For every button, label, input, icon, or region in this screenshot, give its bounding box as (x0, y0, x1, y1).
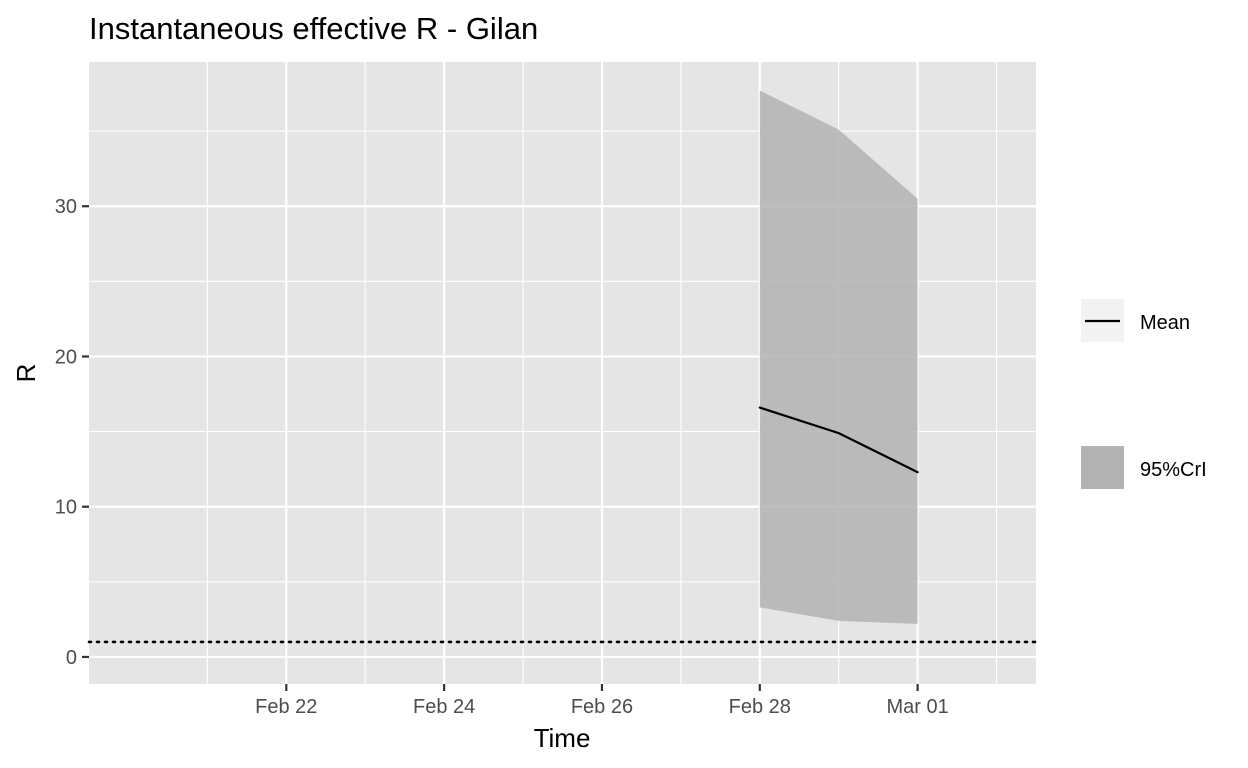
chart-title: Instantaneous effective R - Gilan (89, 11, 538, 46)
legend-label-mean: Mean (1140, 312, 1190, 334)
x-tick-label: Feb 22 (255, 696, 317, 718)
x-tick-label: Mar 01 (887, 696, 949, 718)
mean-line-layer (758, 406, 919, 474)
x-axis-title: Time (534, 723, 591, 753)
credible-interval-band-layer (759, 90, 918, 624)
x-axis: Feb 22 Feb 24 Feb 26 Feb 28 Mar 01 (255, 684, 949, 718)
legend: Mean 95%CrI (1081, 299, 1207, 489)
y-tick-label: 30 (55, 196, 77, 218)
y-axis: 0 10 20 30 (55, 196, 89, 669)
y-tick-label: 20 (55, 346, 77, 368)
y-tick-label: 10 (55, 497, 77, 519)
y-axis-title: R (11, 364, 41, 383)
x-tick-label: Feb 24 (413, 696, 475, 718)
major-gridlines (89, 62, 1036, 684)
legend-label-band: 95%CrI (1140, 459, 1207, 481)
x-tick-label: Feb 28 (729, 696, 791, 718)
mean-point (837, 431, 840, 435)
legend-key-band (1081, 446, 1124, 489)
mean-point (916, 471, 919, 474)
credible-interval-band (759, 90, 918, 624)
mean-point (758, 406, 761, 409)
y-tick-label: 0 (66, 647, 77, 669)
x-tick-label: Feb 26 (571, 696, 633, 718)
